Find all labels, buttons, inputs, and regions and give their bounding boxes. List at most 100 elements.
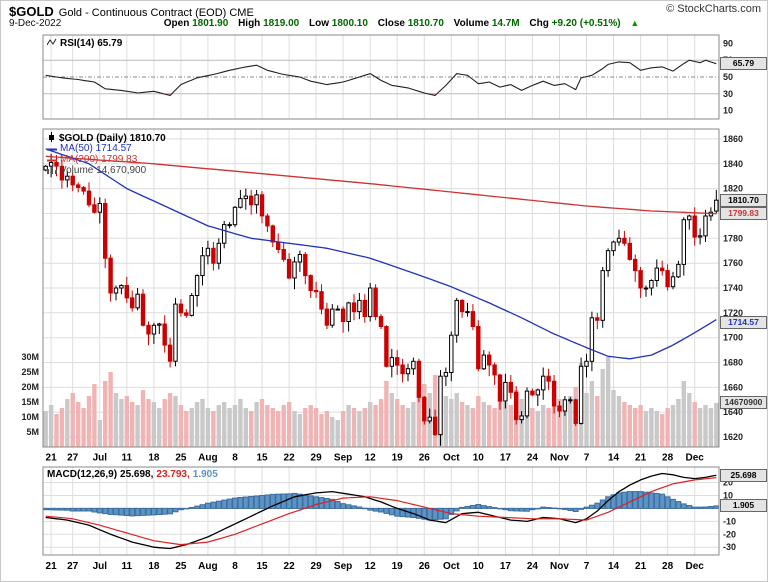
- svg-text:Aug: Aug: [198, 561, 217, 572]
- svg-text:19: 19: [392, 453, 404, 464]
- svg-text:1700: 1700: [723, 333, 743, 343]
- chart-title: Gold - Continuous Contract (EOD) CME: [58, 7, 254, 19]
- svg-text:14: 14: [608, 453, 620, 464]
- symbol-label: $GOLD: [9, 4, 54, 19]
- candlestick-icon: [47, 132, 56, 145]
- ma50-line-icon: [47, 144, 57, 155]
- svg-text:11: 11: [122, 453, 133, 464]
- chart-header: © StockCharts.com $GOLD Gold - Continuous…: [9, 3, 761, 19]
- ma200-line-icon: [47, 155, 57, 166]
- svg-text:30M: 30M: [21, 352, 39, 362]
- svg-text:Jul: Jul: [93, 453, 108, 464]
- volume-bars-icon: [47, 165, 57, 177]
- macd-hist-value-box: 1.905: [720, 499, 767, 512]
- svg-text:29: 29: [311, 561, 323, 572]
- quote-change: Chg +9.20 (+0.51%): [529, 18, 621, 29]
- svg-text:25: 25: [175, 453, 187, 464]
- svg-text:15: 15: [256, 453, 268, 464]
- svg-text:50: 50: [723, 72, 733, 82]
- svg-text:10: 10: [473, 561, 485, 572]
- svg-text:25: 25: [175, 561, 187, 572]
- svg-text:8: 8: [232, 453, 238, 464]
- copyright-link[interactable]: © StockCharts.com: [666, 3, 761, 15]
- rsi-line-icon: [46, 38, 57, 50]
- svg-text:Oct: Oct: [443, 561, 460, 572]
- svg-text:Oct: Oct: [443, 453, 460, 464]
- change-up-arrow-icon: ▲: [630, 18, 640, 28]
- rsi-current-value-box: 65.79: [720, 57, 767, 70]
- svg-text:21: 21: [635, 453, 647, 464]
- price-legend-ma50: MA(50) 1714.57: [47, 143, 166, 154]
- macd-legend-macd-value: 25.698,: [120, 469, 154, 480]
- svg-text:21: 21: [46, 453, 58, 464]
- price-panel: 1860184018201800178017601740172017001680…: [21, 134, 743, 447]
- svg-text:5M: 5M: [26, 427, 39, 437]
- macd-panel: 20100-10-20-30: [42, 472, 736, 552]
- svg-text:1680: 1680: [723, 358, 743, 368]
- svg-text:24: 24: [527, 561, 539, 572]
- svg-text:12: 12: [365, 453, 377, 464]
- svg-text:1840: 1840: [723, 159, 743, 169]
- svg-text:18: 18: [148, 453, 160, 464]
- ma200-value-box: 1799.83: [720, 207, 767, 220]
- svg-text:7: 7: [584, 561, 590, 572]
- quote-close: Close 1810.70: [377, 18, 444, 29]
- svg-text:Jul: Jul: [93, 561, 108, 572]
- svg-text:Dec: Dec: [686, 453, 705, 464]
- svg-text:1760: 1760: [723, 258, 743, 268]
- macd-legend: MACD(12,26,9) 25.698, 23.793, 1.905: [47, 469, 221, 480]
- svg-text:27: 27: [67, 453, 79, 464]
- svg-text:Nov: Nov: [550, 453, 569, 464]
- svg-text:11: 11: [122, 561, 133, 572]
- ma50-value-box: 1714.57: [720, 316, 767, 329]
- volume-value-box: 14670900: [720, 396, 767, 409]
- svg-text:1660: 1660: [723, 382, 743, 392]
- macd-legend-signal-value: 23.793,: [156, 469, 190, 480]
- svg-text:25M: 25M: [21, 367, 39, 377]
- macd-legend-hist-value: 1.905: [192, 469, 218, 480]
- svg-text:-30: -30: [723, 542, 736, 552]
- macd-legend-name: MACD(12,26,9): [47, 469, 118, 480]
- quote-row: 9-Dec-2022 Open 1801.90 High 1819.00 Low…: [9, 18, 759, 32]
- svg-text:17: 17: [500, 561, 512, 572]
- svg-text:Aug: Aug: [198, 453, 217, 464]
- svg-text:10: 10: [723, 106, 733, 116]
- last-price-box: 1810.70: [720, 194, 767, 207]
- svg-text:1620: 1620: [723, 432, 743, 442]
- svg-text:18: 18: [148, 561, 160, 572]
- macd-value-box: 25.698: [720, 469, 767, 482]
- svg-text:1740: 1740: [723, 283, 743, 293]
- svg-text:90: 90: [723, 38, 733, 48]
- price-legend-ma200: MA(200) 1799.83: [47, 154, 166, 165]
- svg-text:Sep: Sep: [334, 453, 352, 464]
- svg-text:28: 28: [662, 453, 674, 464]
- volume-bars: [43, 357, 719, 447]
- rsi-legend: RSI(14) 65.79: [46, 38, 123, 50]
- svg-text:-10: -10: [723, 516, 736, 526]
- svg-text:Sep: Sep: [334, 561, 352, 572]
- macd-histogram: [42, 491, 720, 521]
- svg-text:10M: 10M: [21, 412, 39, 422]
- svg-text:17: 17: [500, 453, 512, 464]
- svg-text:21: 21: [46, 561, 58, 572]
- svg-text:24: 24: [527, 453, 539, 464]
- svg-text:8: 8: [232, 561, 238, 572]
- rsi-panel: 9070503010: [43, 38, 733, 116]
- svg-text:1780: 1780: [723, 233, 743, 243]
- svg-text:22: 22: [284, 561, 296, 572]
- svg-text:1860: 1860: [723, 134, 743, 144]
- svg-text:7: 7: [584, 453, 590, 464]
- svg-text:14: 14: [608, 561, 620, 572]
- svg-text:27: 27: [67, 561, 79, 572]
- svg-text:21: 21: [635, 561, 647, 572]
- price-legend-symbol: $GOLD (Daily) 1810.70: [47, 132, 166, 145]
- svg-text:Nov: Nov: [550, 561, 569, 572]
- rsi-legend-label: RSI(14) 65.79: [60, 38, 123, 49]
- svg-text:26: 26: [419, 453, 431, 464]
- svg-text:22: 22: [284, 453, 296, 464]
- svg-text:15: 15: [256, 561, 268, 572]
- svg-text:20M: 20M: [21, 382, 39, 392]
- svg-text:28: 28: [662, 561, 674, 572]
